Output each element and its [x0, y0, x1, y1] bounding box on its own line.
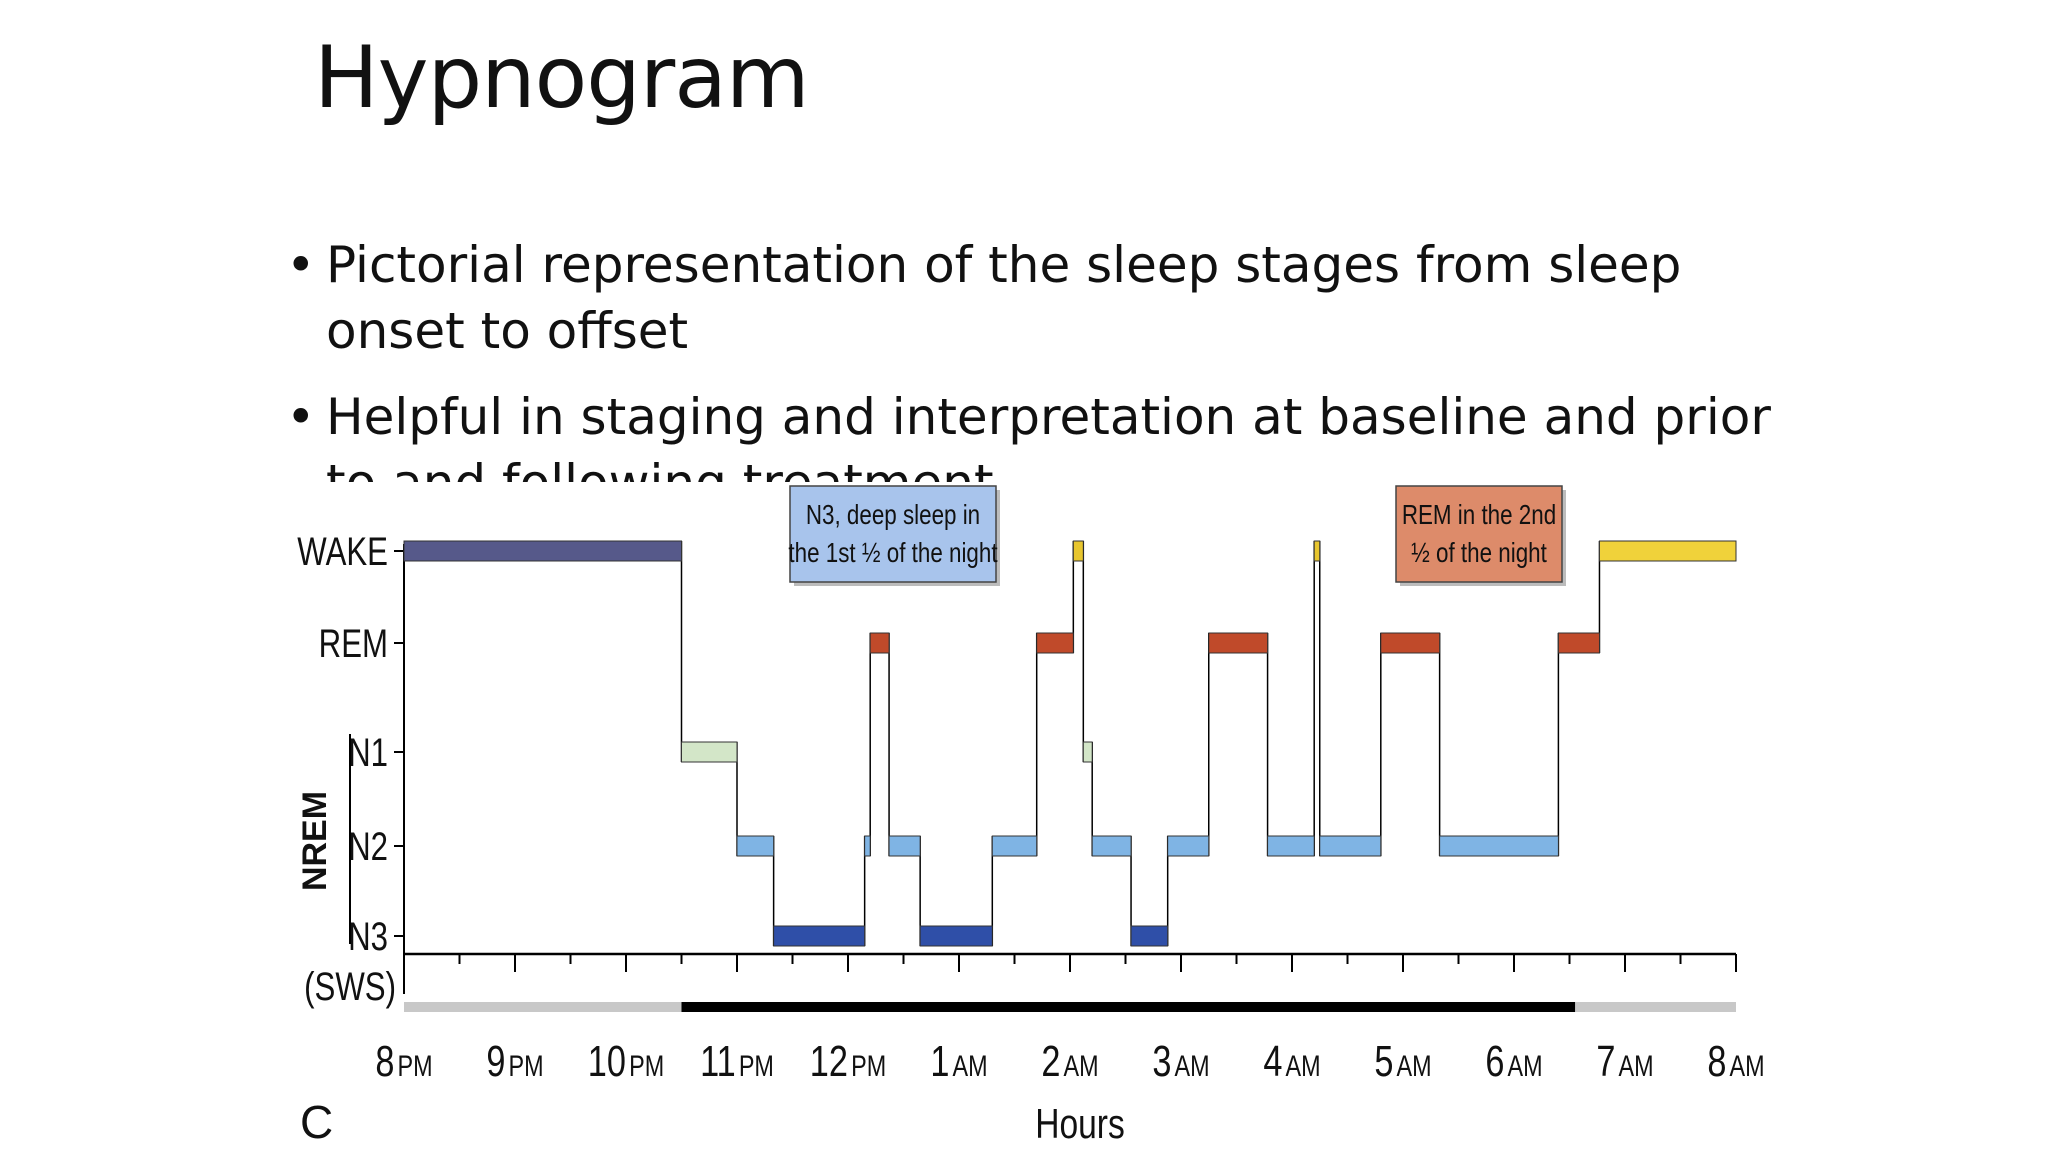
stage-bar-n1 — [681, 741, 738, 763]
annotation-text: N3, deep sleep in — [806, 500, 980, 531]
stage-bar-n3 — [919, 925, 993, 947]
y-tick-label-n2: N2 — [348, 824, 388, 869]
stage-bar-n2 — [1267, 835, 1315, 857]
y-tick-label-n3: N3 — [348, 914, 388, 959]
stage-bar-wake — [1313, 540, 1321, 562]
x-tick-label: 8 AM — [1707, 1037, 1764, 1086]
stage-bar-n1 — [1082, 741, 1093, 763]
y-tick-label-n1: N1 — [348, 730, 388, 775]
stage-bar-n2 — [991, 835, 1038, 857]
annotation-text: ½ of the night — [1411, 538, 1547, 569]
stage-bar-n2 — [864, 835, 871, 857]
stage-bar-n2 — [1439, 835, 1559, 857]
stage-bar-wake — [1072, 540, 1084, 562]
x-tick-label: 5 AM — [1374, 1037, 1431, 1086]
annotation-box — [1395, 485, 1563, 583]
annotation-text: the 1st ½ of the night — [788, 538, 997, 569]
x-tick-label: 10 PM — [588, 1037, 664, 1086]
hypnogram-chart: WAKE REM N1 N2 N3 NREM (SWS) 8 PM 9 PM 10 PM 11 PM 12 PM… — [0, 476, 2048, 1152]
stage-bar-n3 — [1130, 925, 1169, 947]
x-tick-label: 12 PM — [810, 1037, 886, 1086]
stage-bar-n2 — [1167, 835, 1210, 857]
x-tick-label: 8 PM — [375, 1037, 432, 1086]
x-tick-label: 2 AM — [1041, 1037, 1098, 1086]
sws-label: (SWS) — [304, 964, 396, 1009]
nrem-group-label: NREM — [296, 791, 334, 891]
stage-bar-rem — [1208, 632, 1269, 654]
stage-bar-n2 — [736, 835, 775, 857]
stage-bar-n2 — [888, 835, 921, 857]
x-tick-label: 4 AM — [1263, 1037, 1320, 1086]
bullet-item: Helpful in staging and interpretation at… — [286, 384, 1806, 482]
bullet-list: Pictorial representation of the sleep st… — [286, 232, 1806, 482]
x-tick-label: 11 PM — [700, 1037, 774, 1086]
sleep-period-bar — [681, 1002, 1576, 1012]
stage-bar-rem — [1380, 632, 1441, 654]
hypnogram-svg: WAKE REM N1 N2 N3 NREM (SWS) 8 PM 9 PM 10 PM 11 PM 12 PM… — [296, 485, 1765, 1148]
stage-bar-rem — [1036, 632, 1074, 654]
panel-label: C — [300, 1096, 333, 1148]
stage-bar-wake — [1598, 540, 1737, 562]
slide-title: Hypnogram — [314, 28, 810, 128]
bullet-item: Pictorial representation of the sleep st… — [286, 232, 1806, 364]
y-tick-label-wake: WAKE — [297, 529, 388, 574]
x-tick-label: 6 AM — [1485, 1037, 1542, 1086]
stage-bar-rem — [1557, 632, 1600, 654]
x-tick-label: 7 AM — [1596, 1037, 1653, 1086]
stage-bar-wake — [403, 540, 682, 562]
annotation-box — [789, 485, 997, 583]
x-axis-title: Hours — [1035, 1102, 1125, 1148]
stage-bar-n2 — [1091, 835, 1132, 857]
annotation-text: REM in the 2nd — [1402, 500, 1556, 531]
x-tick-label: 9 PM — [486, 1037, 543, 1086]
stage-bar-n2 — [1319, 835, 1382, 857]
x-tick-label: 1 AM — [930, 1037, 987, 1086]
stage-bar-n3 — [773, 925, 866, 947]
y-tick-label-rem: REM — [319, 621, 388, 666]
x-tick-label: 3 AM — [1152, 1037, 1209, 1086]
stage-bar-rem — [869, 632, 890, 654]
